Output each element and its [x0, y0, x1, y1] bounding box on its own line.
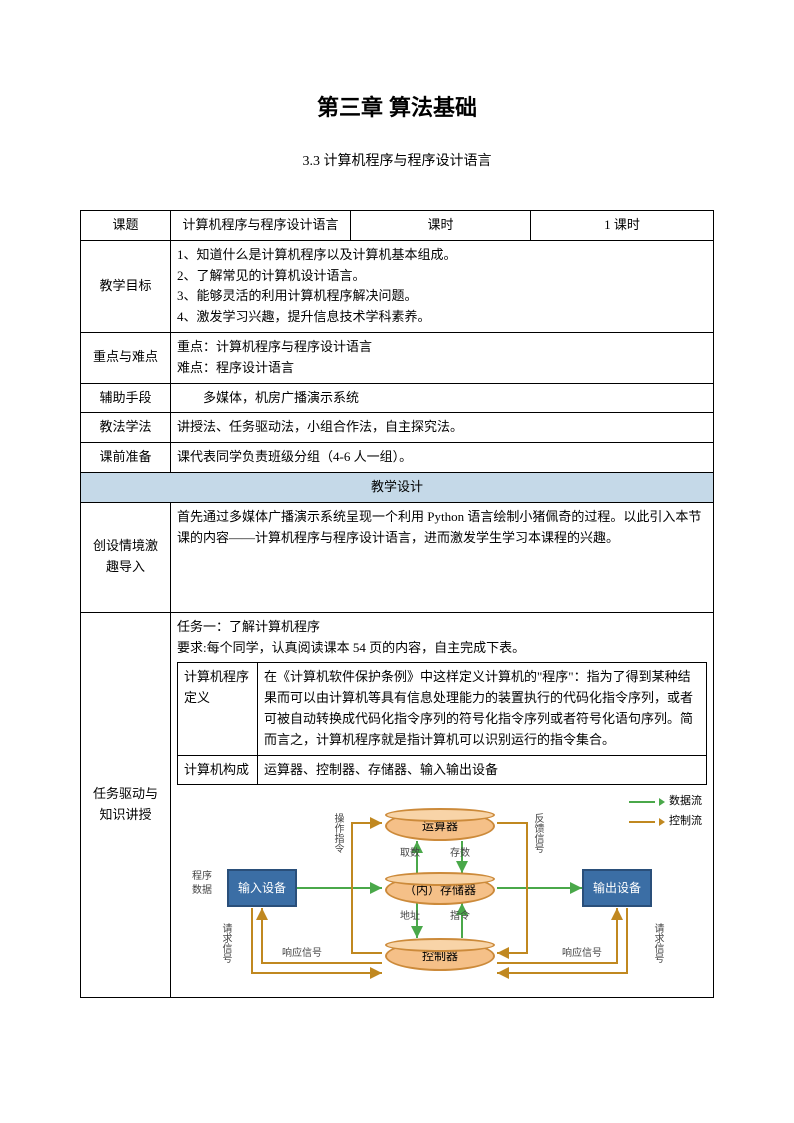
inner-cell-comp-value: 运算器、控制器、存储器、输入输出设备 — [258, 755, 707, 785]
legend-label-data: 数据流 — [669, 793, 702, 811]
table-row: 课前准备 课代表同学负责班级分组（4-6 人一组）。 — [81, 443, 714, 473]
legend-row-data: 数据流 — [629, 793, 702, 811]
cell-goals-label: 教学目标 — [81, 240, 171, 332]
table-row: 教法学法 讲授法、任务驱动法，小组合作法，自主探究法。 — [81, 413, 714, 443]
table-row: 计算机构成 运算器、控制器、存储器、输入输出设备 — [178, 755, 707, 785]
label-fetch: 取数 — [400, 848, 420, 859]
label-store: 存数 — [450, 848, 470, 859]
label-req-r: 请求信号 — [652, 923, 663, 963]
table-row: 重点与难点 重点：计算机程序与程序设计语言 难点：程序设计语言 — [81, 332, 714, 383]
label-feedback: 反馈信号 — [532, 813, 543, 853]
cell-hours-value: 1 课时 — [531, 211, 714, 241]
label-instr: 指令 — [450, 911, 470, 922]
goal-line: 1、知道什么是计算机程序以及计算机基本组成。 — [177, 245, 707, 266]
cell-keypoints-value: 重点：计算机程序与程序设计语言 难点：程序设计语言 — [171, 332, 714, 383]
diagram-legend: 数据流 控制流 — [629, 793, 702, 832]
label-addr: 地址 — [400, 911, 420, 922]
cell-task-body: 任务一：了解计算机程序 要求:每个同学，认真阅读课本 54 页的内容，自主完成下… — [171, 612, 714, 789]
goal-line: 2、了解常见的计算机设计语言。 — [177, 266, 707, 287]
design-header: 教学设计 — [81, 472, 714, 502]
keypoint-line: 重点：计算机程序与程序设计语言 — [177, 337, 707, 358]
label-op-instr: 操作指令 — [332, 813, 343, 853]
table-row: 辅助手段 多媒体，机房广播演示系统 — [81, 383, 714, 413]
cell-topic-value: 计算机程序与程序设计语言 — [171, 211, 351, 241]
table-row: 创设情境激趣导入 首先通过多媒体广播演示系统呈现一个利用 Python 语言绘制… — [81, 502, 714, 612]
cell-scenario-label: 创设情境激趣导入 — [81, 502, 171, 612]
table-row: 计算机程序定义 在《计算机软件保护条例》中这样定义计算机的"程序"：指为了得到某… — [178, 663, 707, 755]
label-req-l: 请求信号 — [220, 923, 231, 963]
table-row: 输入设备 输出设备 运算器 （内）存储器 控制器 程序 数据 操作指令 取数 存… — [81, 789, 714, 998]
table-row: 任务驱动与知识讲授 任务一：了解计算机程序 要求:每个同学，认真阅读课本 54 … — [81, 612, 714, 789]
goal-line: 3、能够灵活的利用计算机程序解决问题。 — [177, 286, 707, 307]
label-resp-r: 响应信号 — [562, 948, 602, 959]
table-row: 课题 计算机程序与程序设计语言 课时 1 课时 — [81, 211, 714, 241]
chapter-title: 第三章 算法基础 — [80, 90, 714, 122]
inner-cell-def-value: 在《计算机软件保护条例》中这样定义计算机的"程序"：指为了得到某种结果而可以由计… — [258, 663, 707, 755]
cell-prep-label: 课前准备 — [81, 443, 171, 473]
inner-table: 计算机程序定义 在《计算机软件保护条例》中这样定义计算机的"程序"：指为了得到某… — [177, 662, 707, 785]
node-input-device: 输入设备 — [227, 869, 297, 907]
cell-hours-label: 课时 — [351, 211, 531, 241]
keypoint-line: 难点：程序设计语言 — [177, 358, 707, 379]
task-requirement: 要求:每个同学，认真阅读课本 54 页的内容，自主完成下表。 — [177, 638, 707, 659]
cell-scenario-value: 首先通过多媒体广播演示系统呈现一个利用 Python 语言绘制小猪佩奇的过程。以… — [171, 502, 714, 612]
node-output-device: 输出设备 — [582, 869, 652, 907]
cell-methods-label: 教法学法 — [81, 413, 171, 443]
computer-architecture-diagram: 输入设备 输出设备 运算器 （内）存储器 控制器 程序 数据 操作指令 取数 存… — [182, 793, 702, 993]
cell-topic-label: 课题 — [81, 211, 171, 241]
cell-methods-value: 讲授法、任务驱动法，小组合作法，自主探究法。 — [171, 413, 714, 443]
inner-cell-comp-label: 计算机构成 — [178, 755, 258, 785]
cell-aux-value: 多媒体，机房广播演示系统 — [171, 383, 714, 413]
label-resp-l: 响应信号 — [282, 948, 322, 959]
legend-row-ctrl: 控制流 — [629, 813, 702, 831]
cell-aux-label: 辅助手段 — [81, 383, 171, 413]
label-data: 数据 — [192, 885, 212, 896]
table-row: 教学目标 1、知道什么是计算机程序以及计算机基本组成。 2、了解常见的计算机设计… — [81, 240, 714, 332]
label-program: 程序 — [192, 871, 212, 882]
cell-keypoints-label: 重点与难点 — [81, 332, 171, 383]
cell-goals-value: 1、知道什么是计算机程序以及计算机基本组成。 2、了解常见的计算机设计语言。 3… — [171, 240, 714, 332]
section-subtitle: 3.3 计算机程序与程序设计语言 — [80, 150, 714, 170]
diagram-cell: 输入设备 输出设备 运算器 （内）存储器 控制器 程序 数据 操作指令 取数 存… — [171, 789, 714, 998]
cell-task-label: 任务驱动与知识讲授 — [81, 612, 171, 998]
table-row: 教学设计 — [81, 472, 714, 502]
cell-prep-value: 课代表同学负责班级分组（4-6 人一组）。 — [171, 443, 714, 473]
legend-label-ctrl: 控制流 — [669, 813, 702, 831]
lesson-plan-table: 课题 计算机程序与程序设计语言 课时 1 课时 教学目标 1、知道什么是计算机程… — [80, 210, 714, 998]
goal-line: 4、激发学习兴趣，提升信息技术学科素养。 — [177, 307, 707, 328]
inner-cell-def-label: 计算机程序定义 — [178, 663, 258, 755]
task-title: 任务一：了解计算机程序 — [177, 617, 707, 638]
